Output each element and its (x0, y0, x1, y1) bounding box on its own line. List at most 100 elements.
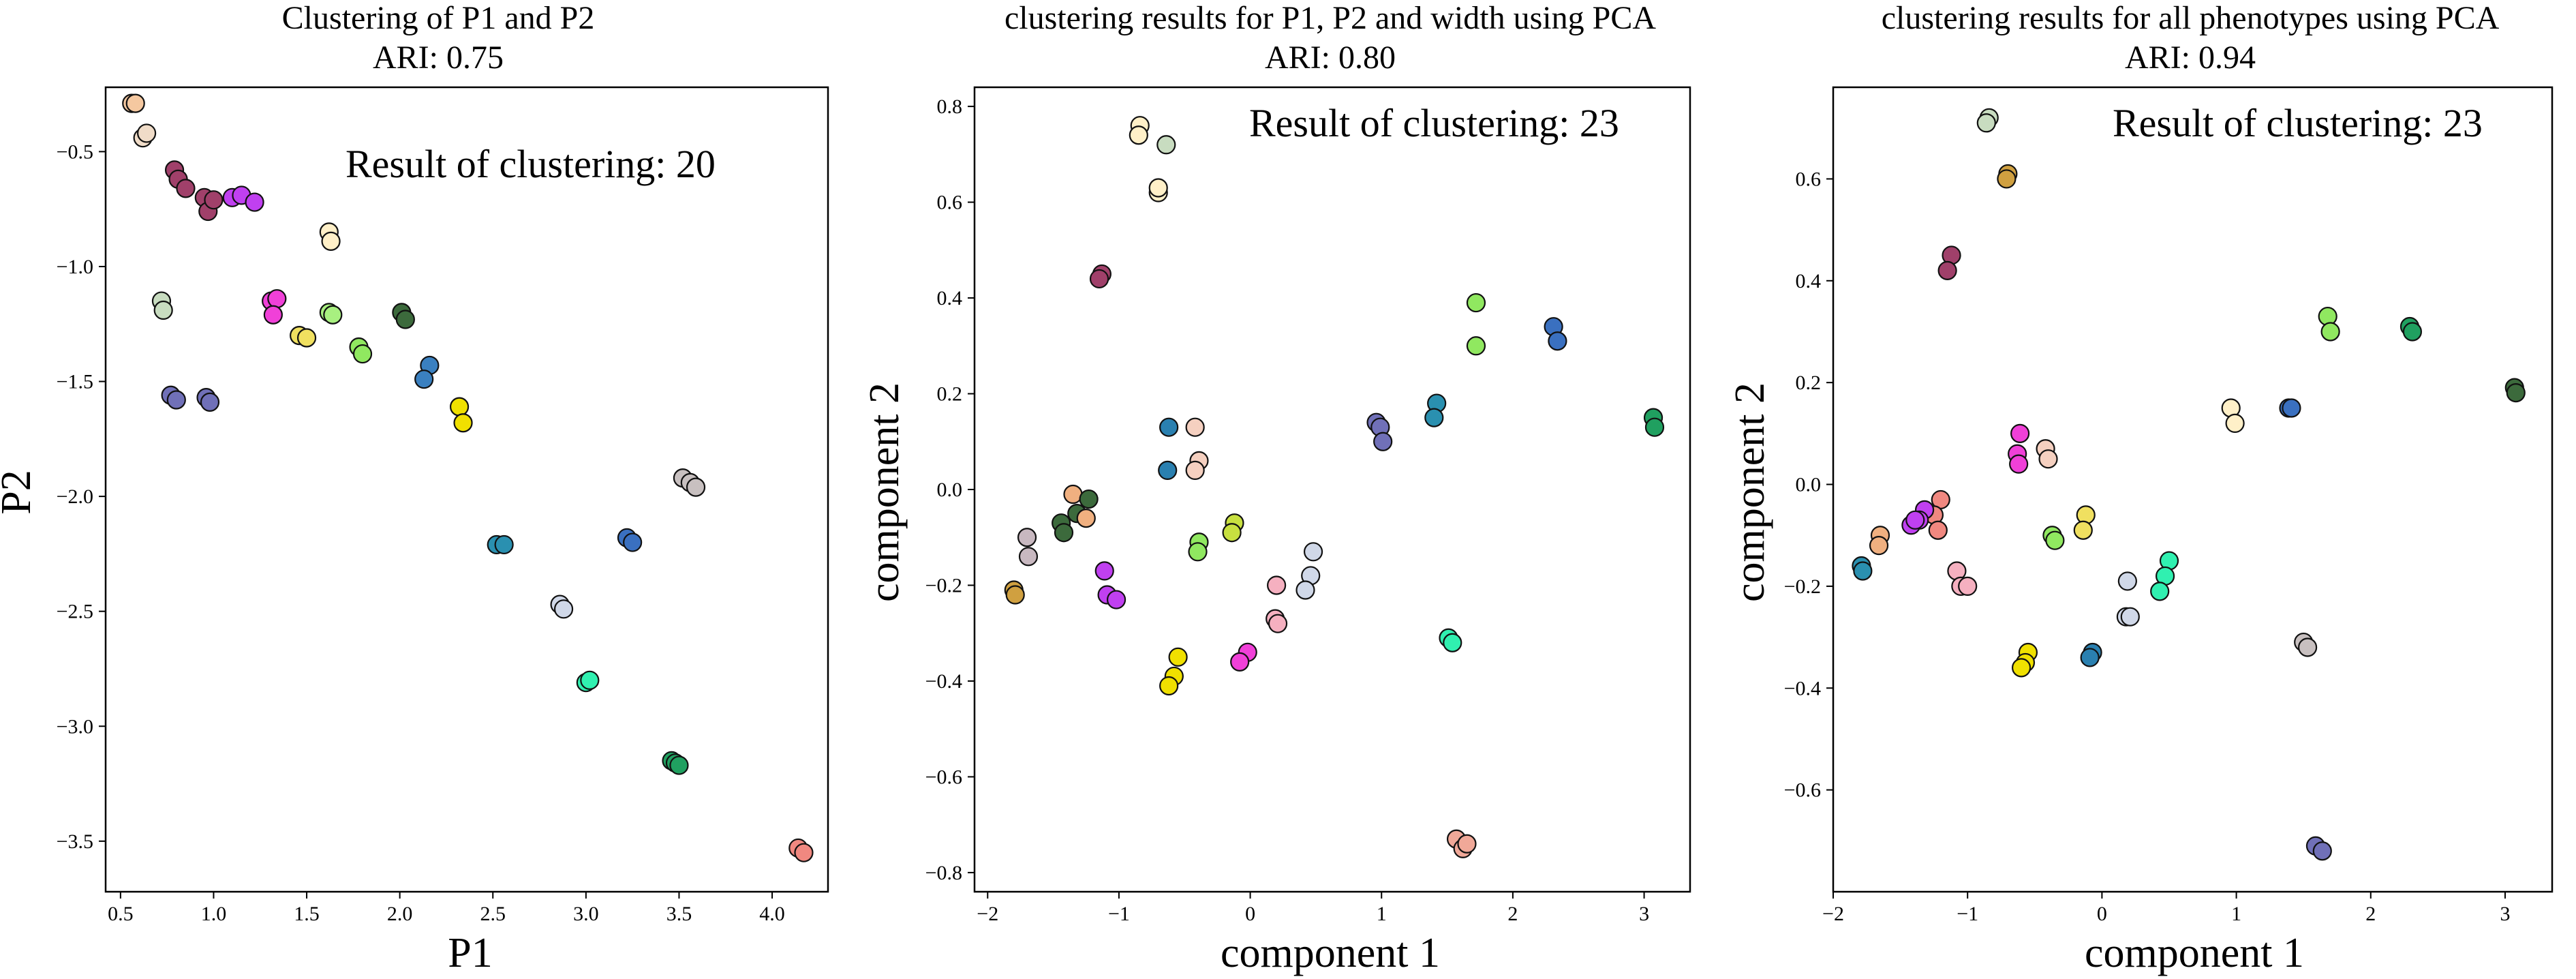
scatter-point (1928, 520, 1948, 540)
scatter-point (1548, 331, 1567, 351)
chart-1-points (122, 93, 814, 862)
chart-1-ari: ARI: 0.75 (373, 40, 504, 76)
y-tick-label: −0.2 (925, 574, 962, 597)
y-tick-label: −3.0 (57, 715, 93, 738)
chart-2-ticks: −2 −1 0 1 2 3 0.8 0.6 0.4 0.2 0.0 −0.2 −0.4 −0.6 −0.8 (925, 95, 1649, 925)
x-tick-label: 0 (2097, 903, 2107, 925)
scatter-point (580, 670, 600, 690)
y-tick-label: −2.0 (57, 485, 93, 508)
chart-3-ari: ARI: 0.94 (2125, 40, 2256, 76)
scatter-point (2045, 530, 2065, 550)
chart-1-title: Clustering of P1 and P2 (282, 0, 595, 36)
y-tick-label: 0.2 (1796, 372, 1822, 394)
scatter-point (1997, 169, 2017, 189)
chart-2-points (1004, 116, 1665, 858)
y-tick-label: 0.6 (1796, 168, 1822, 190)
scatter-point (494, 534, 514, 555)
x-tick-label: 1 (2231, 903, 2241, 925)
x-tick-label: 0.5 (108, 903, 134, 925)
scatter-point (1168, 647, 1188, 667)
scatter-point (2080, 648, 2100, 667)
chart-1-ylabel: P2 (0, 470, 40, 514)
scatter-point (1373, 432, 1393, 451)
scatter-point (449, 397, 470, 417)
scatter-point (166, 390, 186, 410)
scatter-point (1869, 536, 1889, 556)
scatter-point (1268, 614, 1288, 633)
scatter-point (553, 599, 574, 619)
scatter-point (1148, 178, 1168, 198)
y-tick-label: −0.4 (925, 670, 962, 693)
scatter-point (414, 370, 434, 389)
scatter-point (1018, 547, 1039, 567)
x-tick-label: 3 (1639, 903, 1649, 925)
x-tick-label: −2 (977, 903, 998, 925)
scatter-point (1222, 523, 1242, 543)
scatter-point (794, 843, 814, 862)
scatter-point (125, 93, 145, 113)
chart-3-annotation: Result of clustering: 23 (2113, 101, 2483, 145)
y-tick-label: −2.5 (57, 601, 93, 623)
y-tick-label: 0.0 (937, 479, 963, 501)
chart-panel-2: clustering results for P1, P2 and width … (861, 0, 1691, 976)
x-tick-label: −2 (1822, 903, 1844, 925)
scatter-point (1089, 269, 1109, 289)
scatter-point (1267, 575, 1287, 595)
scatter-point (1230, 652, 1250, 672)
x-tick-label: 4.0 (759, 903, 785, 925)
scatter-point (267, 289, 287, 309)
chart-1-annotation: Result of clustering: 20 (346, 142, 716, 186)
scatter-point (1466, 292, 1486, 313)
chart-panel-3: clustering results for all phenotypes us… (1727, 0, 2554, 976)
y-tick-label: −3.5 (57, 830, 93, 853)
chart-2-title: clustering results for P1, P2 and width … (1005, 0, 1656, 36)
scatter-point (1958, 576, 1978, 596)
scatter-point (1094, 561, 1114, 581)
scatter-point (1976, 113, 1996, 133)
scatter-point (204, 190, 224, 210)
scatter-point (200, 392, 220, 412)
scatter-point (1017, 528, 1037, 547)
y-tick-label: −0.6 (925, 766, 962, 788)
chart-1-frame (104, 86, 829, 893)
scatter-point (2282, 398, 2301, 418)
scatter-point (321, 231, 341, 251)
scatter-point (1937, 260, 1957, 280)
scatter-point (2150, 582, 2170, 601)
chart-3-title: clustering results for all phenotypes us… (1882, 0, 2500, 36)
scatter-point (686, 477, 706, 497)
scatter-point (1443, 633, 1462, 652)
scatter-point (1063, 484, 1083, 504)
y-tick-label: −1.0 (57, 256, 93, 278)
scatter-point (1644, 417, 1665, 437)
scatter-point (323, 305, 343, 325)
x-tick-label: −1 (1957, 903, 1978, 925)
scatter-point (1159, 417, 1179, 437)
scatter-point (1466, 336, 1486, 356)
scatter-point (1054, 523, 1074, 543)
scatter-point (1303, 542, 1323, 562)
chart-2-xlabel: component 1 (1221, 930, 1440, 976)
scatter-point (137, 123, 157, 143)
scatter-point (1185, 460, 1205, 481)
scatter-point (2073, 520, 2093, 540)
y-tick-label: 0.0 (1796, 474, 1822, 496)
scatter-point (623, 532, 643, 552)
chart-2-annotation: Result of clustering: 23 (1249, 101, 1619, 145)
scatter-point (352, 344, 373, 364)
y-tick-label: 0.4 (937, 287, 963, 310)
chart-3-frame (1832, 86, 2554, 893)
scatter-point (2038, 449, 2058, 469)
x-tick-label: 3 (2500, 903, 2510, 925)
chart-3-ticks: −2 −1 0 1 2 3 0.6 0.4 0.2 0.0 −0.2 −0.4 −0.6 (1784, 168, 2511, 925)
y-tick-label: 0.8 (937, 95, 963, 118)
y-tick-label: −0.6 (1784, 779, 1821, 802)
scatter-point (2402, 322, 2423, 342)
x-tick-label: 2 (1507, 903, 1518, 925)
scatter-point (2117, 571, 2137, 591)
chart-2-ylabel: component 2 (861, 382, 908, 602)
scatter-point (1457, 834, 1477, 854)
y-tick-label: −1.5 (57, 371, 93, 393)
scatter-point (296, 328, 317, 348)
y-tick-label: −0.2 (1784, 575, 1821, 598)
